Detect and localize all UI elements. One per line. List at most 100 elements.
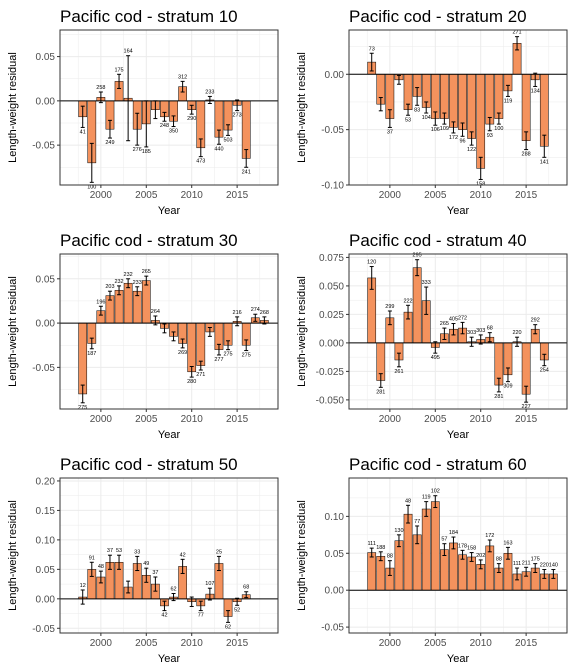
- bar-count-label: 178: [458, 543, 467, 549]
- panel-border: [348, 253, 568, 410]
- y-tick-label: 0.10: [325, 512, 345, 523]
- bar-count-label: 309: [503, 384, 512, 390]
- bar-count-label: 281: [376, 389, 385, 395]
- bar-count-label: 196: [96, 299, 105, 305]
- bar-count-label: 295: [413, 253, 422, 259]
- y-tick-label: -0.05: [321, 623, 344, 634]
- bar-1998: [78, 322, 88, 395]
- y-tick-label: 0.00: [325, 586, 345, 597]
- x-tick-label: 2005: [135, 190, 158, 201]
- bar-count-label: 271: [512, 30, 521, 36]
- bar-count-label: 37: [152, 570, 158, 576]
- bar-count-label: 280: [187, 379, 196, 385]
- bar-count-label: 249: [105, 140, 114, 146]
- bar-count-label: 277: [214, 357, 223, 363]
- chart-title: Pacific cod - stratum 40: [349, 231, 527, 250]
- bar-count-label: 172: [485, 533, 494, 539]
- bar-count-label: 120: [367, 260, 376, 266]
- bar-count-label: 68: [487, 326, 493, 332]
- y-axis-title: Length-weight residual: [8, 52, 19, 163]
- x-tick-label: 2000: [90, 414, 113, 425]
- bar-count-label: 158: [467, 546, 476, 552]
- y-axis-title: Length-weight residual: [8, 500, 19, 611]
- bar-2002: [403, 513, 413, 591]
- x-tick-label: 2010: [181, 638, 204, 649]
- x-axis-title: Year: [447, 429, 470, 441]
- x-tick-label: 2000: [379, 638, 402, 649]
- bar-2010: [476, 74, 486, 169]
- chart-title: Pacific cod - stratum 50: [60, 455, 238, 474]
- bar-count-label: 164: [124, 49, 133, 55]
- bar-count-label: 107: [205, 581, 214, 587]
- bar-count-label: 52: [234, 607, 240, 613]
- x-tick-label: 2000: [90, 638, 113, 649]
- x-tick-label: 2005: [424, 190, 447, 201]
- y-tick-label: -0.05: [321, 125, 344, 136]
- bar-count-label: 269: [178, 350, 187, 356]
- bar-2011: [196, 322, 206, 366]
- bar-count-label: 275: [78, 405, 87, 411]
- bar-count-label: 102: [431, 489, 440, 495]
- bar-count-label: 312: [178, 74, 187, 80]
- bar-count-label: 216: [233, 310, 242, 316]
- bar-2003: [123, 282, 133, 324]
- bar-count-label: 264: [151, 309, 160, 315]
- bar-count-label: 232: [114, 279, 123, 285]
- bar-count-label: 42: [161, 613, 167, 619]
- bar-2009: [467, 556, 476, 591]
- bar-count-label: 232: [124, 272, 133, 278]
- y-tick-label: 0.05: [36, 274, 56, 285]
- y-tick-label: -0.025: [316, 367, 345, 378]
- bar-count-label: 233: [133, 280, 142, 286]
- chart-panel-4: Pacific cod - stratum 40 120 281 299 261 222 2…: [297, 231, 568, 441]
- bar-count-label: 158: [476, 181, 485, 187]
- y-tick-label: -0.10: [321, 181, 344, 192]
- y-tick-label: 0.00: [36, 96, 56, 107]
- x-tick-label: 2005: [424, 414, 447, 425]
- y-tick-label: 0.050: [319, 281, 344, 292]
- bar-count-label: 175: [114, 67, 123, 73]
- y-tick-label: 0.00: [36, 319, 56, 330]
- bar-count-label: 405: [449, 317, 458, 323]
- bar-count-label: 106: [431, 127, 440, 133]
- bar-count-label: 265: [142, 269, 151, 275]
- chart-title: Pacific cod - stratum 10: [60, 7, 238, 26]
- bar-count-label: 91: [89, 555, 95, 561]
- bar-count-label: 248: [160, 123, 169, 129]
- x-tick-label: 2000: [90, 190, 113, 201]
- y-axis-title: Length-weight residual: [297, 500, 308, 611]
- y-tick-label: -0.05: [32, 141, 55, 152]
- bar-count-label: 100: [494, 126, 503, 132]
- bar-count-label: 233: [205, 89, 214, 95]
- bar-count-label: 299: [385, 304, 394, 310]
- x-axis-title: Year: [158, 205, 181, 217]
- x-tick-label: 2005: [424, 638, 447, 649]
- y-tick-label: 0.000: [319, 338, 344, 349]
- x-tick-label: 2015: [515, 638, 538, 649]
- chart-title: Pacific cod - stratum 30: [60, 231, 238, 250]
- x-tick-label: 2015: [515, 190, 538, 201]
- bar-count-label: 37: [387, 129, 393, 135]
- y-tick-label: -0.050: [316, 395, 345, 406]
- bar-count-label: 303: [476, 328, 485, 334]
- bar-count-label: 83: [414, 107, 420, 113]
- y-axis-title: Length-weight residual: [297, 52, 308, 163]
- y-tick-label: 0.10: [36, 535, 56, 546]
- bar-count-label: 130: [394, 528, 403, 534]
- bar-count-label: 220: [540, 563, 549, 569]
- bar-count-label: 202: [476, 553, 485, 559]
- chart-panel-3: Pacific cod - stratum 302751871962032322…: [8, 231, 279, 441]
- bar-count-label: 292: [531, 318, 540, 324]
- panel-border: [348, 29, 568, 186]
- bar-2015: [521, 74, 531, 141]
- y-tick-label: 0.075: [319, 253, 344, 264]
- bar-count-label: 220: [512, 330, 521, 336]
- bar-count-label: 62: [225, 624, 231, 630]
- bar-2007: [449, 74, 458, 128]
- bar-count-label: 93: [487, 133, 493, 139]
- bar-count-label: 111: [368, 541, 376, 547]
- bar-1999: [376, 555, 386, 591]
- bar-2012: [494, 74, 504, 119]
